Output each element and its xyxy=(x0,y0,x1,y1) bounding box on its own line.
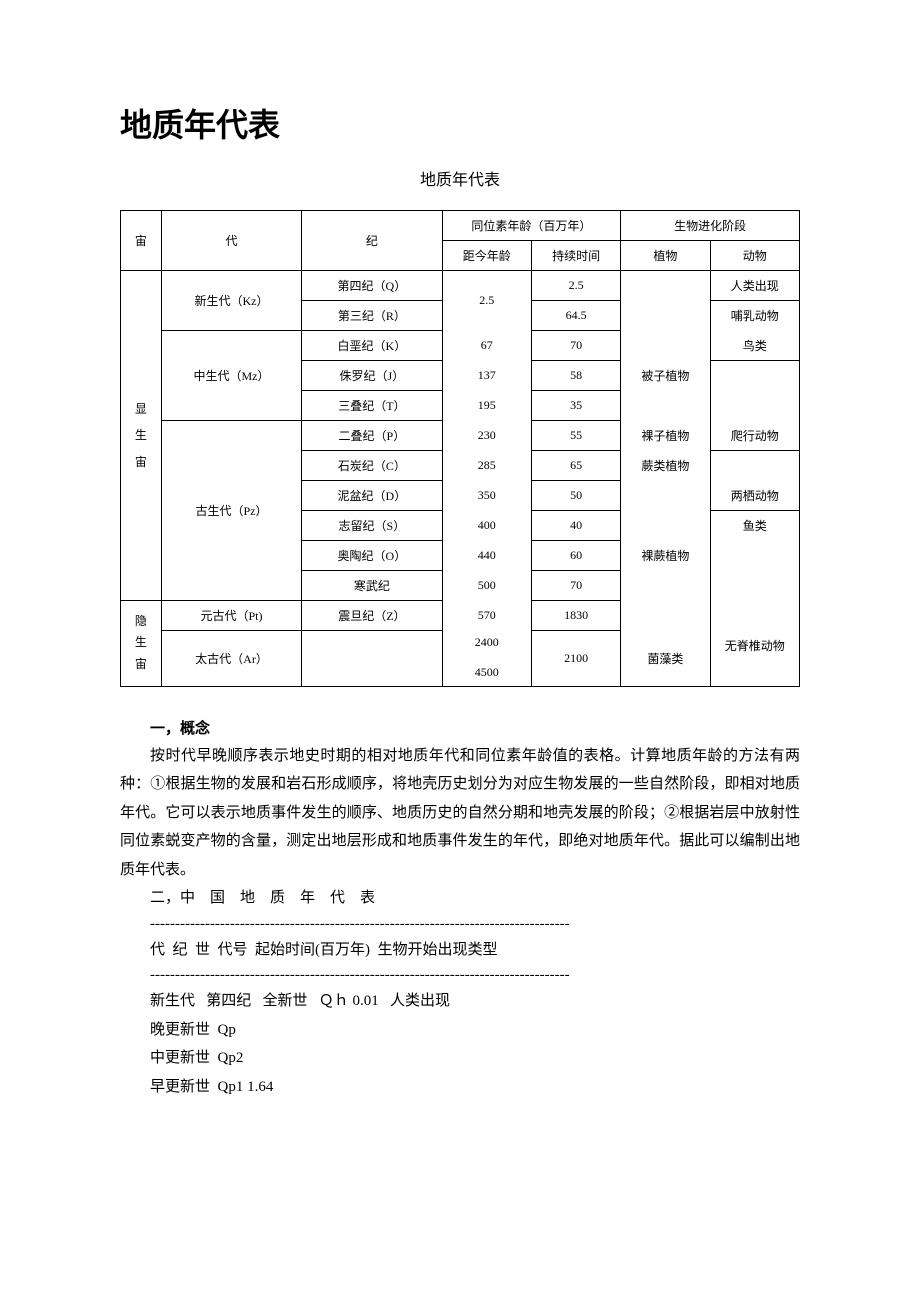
divider-line-2: ----------------------------------------… xyxy=(120,967,800,984)
table-row: 显生宙 新生代（Kz） 第四纪（Q） 2.5 2.5 人类出现 xyxy=(121,271,800,301)
column-header-line: 代 纪 世 代号 起始时间(百万年) 生物开始出现类型 xyxy=(120,936,800,965)
data-line-3: 中更新世 Qp2 xyxy=(120,1044,800,1073)
plant-angio: 被子植物 xyxy=(621,361,710,391)
plant-empty-4 xyxy=(621,511,710,541)
era-pt: 元古代（Pt) xyxy=(161,601,301,631)
plant-empty-top xyxy=(621,271,710,361)
data-line-2: 晚更新世 Qp xyxy=(120,1016,800,1045)
header-isotope: 同位素年龄（百万年） xyxy=(442,211,621,241)
era-ar: 太古代（Ar） xyxy=(161,631,301,687)
header-age: 距今年龄 xyxy=(442,241,531,271)
period-cam: 寒武纪 xyxy=(302,571,442,601)
header-period: 纪 xyxy=(302,211,442,271)
section-2-heading: 二，中 国 地 质 年 代 表 xyxy=(120,884,800,913)
data-line-1: 新生代 第四纪 全新世 Ｑｈ 0.01 人类出现 xyxy=(120,987,800,1016)
age-j: 195 xyxy=(442,391,531,421)
age-s: 440 xyxy=(442,541,531,571)
divider-line-1: ----------------------------------------… xyxy=(120,916,800,933)
plant-empty-6 xyxy=(621,601,710,631)
era-pz: 古生代（Pz） xyxy=(161,421,301,601)
animal-amphib: 两栖动物 xyxy=(710,481,799,511)
plant-algae: 菌藻类 xyxy=(621,631,710,687)
animal-empty-2 xyxy=(710,451,799,481)
age-z: 24004500 xyxy=(442,631,531,687)
animal-reptile: 爬行动物 xyxy=(710,421,799,451)
header-duration: 持续时间 xyxy=(531,241,620,271)
period-t: 三叠纪（T） xyxy=(302,391,442,421)
age-d: 400 xyxy=(442,511,531,541)
plant-empty-3 xyxy=(621,481,710,511)
table-header-row-1: 宙 代 纪 同位素年龄（百万年） 生物进化阶段 xyxy=(121,211,800,241)
dur-z: 1830 xyxy=(531,601,620,631)
table-caption: 地质年代表 xyxy=(120,166,800,190)
header-eon: 宙 xyxy=(121,211,162,271)
dur-t: 35 xyxy=(531,391,620,421)
dur-cam: 70 xyxy=(531,571,620,601)
dur-s: 40 xyxy=(531,511,620,541)
dur-q: 2.5 xyxy=(531,271,620,301)
animal-empty-1 xyxy=(710,361,799,421)
age-p: 285 xyxy=(442,451,531,481)
dur-c: 65 xyxy=(531,451,620,481)
header-era: 代 xyxy=(161,211,301,271)
era-mz: 中生代（Mz） xyxy=(161,331,301,421)
animal-invert: 无脊椎动物 xyxy=(710,631,799,687)
table-row: 太古代（Ar） 24004500 2100 菌藻类 无脊椎动物 xyxy=(121,631,800,687)
period-z: 震旦纪（Z） xyxy=(302,601,442,631)
table-row: 隐生宙 元古代（Pt) 震旦纪（Z） 570 1830 xyxy=(121,601,800,631)
dur-p: 55 xyxy=(531,421,620,451)
plant-gymno: 裸子植物 xyxy=(621,421,710,451)
era-kz: 新生代（Kz） xyxy=(161,271,301,331)
table-row: 古生代（Pz） 二叠纪（P） 230 55 裸子植物 爬行动物 xyxy=(121,421,800,451)
header-evolution: 生物进化阶段 xyxy=(621,211,800,241)
plant-empty-2 xyxy=(621,391,710,421)
dur-d: 50 xyxy=(531,481,620,511)
plant-fern: 蕨类植物 xyxy=(621,451,710,481)
period-d: 泥盆纪（D） xyxy=(302,481,442,511)
age-c: 350 xyxy=(442,481,531,511)
eon-phanerozoic: 显生宙 xyxy=(121,271,162,601)
period-empty xyxy=(302,631,442,687)
animal-bird: 鸟类 xyxy=(710,331,799,361)
period-r: 第三纪（R） xyxy=(302,301,442,331)
period-s: 志留纪（S） xyxy=(302,511,442,541)
dur-r: 64.5 xyxy=(531,301,620,331)
concept-paragraph: 按时代早晚顺序表示地史时期的相对地质年代和同位素年龄值的表格。计算地质年龄的方法… xyxy=(120,742,800,885)
eon-cryptozoic: 隐生宙 xyxy=(121,601,162,687)
period-c: 石炭纪（C） xyxy=(302,451,442,481)
section-1-heading: 一，概念 xyxy=(120,717,800,738)
period-p: 二叠纪（P） xyxy=(302,421,442,451)
age-k: 137 xyxy=(442,361,531,391)
document-page: 地质年代表 地质年代表 宙 代 纪 同位素年龄（百万年） 生物进化阶段 距今年龄… xyxy=(0,0,920,1161)
age-o: 500 xyxy=(442,571,531,601)
animal-fish: 鱼类 xyxy=(710,511,799,541)
animal-empty-4 xyxy=(710,571,799,631)
geologic-time-table: 宙 代 纪 同位素年龄（百万年） 生物进化阶段 距今年龄 持续时间 植物 动物 … xyxy=(120,210,800,687)
animal-mammal: 哺乳动物 xyxy=(710,301,799,331)
page-title: 地质年代表 xyxy=(120,100,800,146)
period-k: 白垩纪（K） xyxy=(302,331,442,361)
plant-empty-5 xyxy=(621,571,710,601)
age-cam: 570 xyxy=(442,601,531,631)
age-r: 67 xyxy=(442,331,531,361)
age-q: 2.5 xyxy=(442,271,531,331)
data-line-4: 早更新世 Qp1 1.64 xyxy=(120,1073,800,1102)
period-o: 奥陶纪（O） xyxy=(302,541,442,571)
dur-o: 60 xyxy=(531,541,620,571)
animal-empty-3 xyxy=(710,541,799,571)
header-plant: 植物 xyxy=(621,241,710,271)
dur-j: 58 xyxy=(531,361,620,391)
dur-ar: 2100 xyxy=(531,631,620,687)
period-q: 第四纪（Q） xyxy=(302,271,442,301)
plant-psilo: 裸蕨植物 xyxy=(621,541,710,571)
age-t: 230 xyxy=(442,421,531,451)
animal-human: 人类出现 xyxy=(710,271,799,301)
period-j: 侏罗纪（J） xyxy=(302,361,442,391)
header-animal: 动物 xyxy=(710,241,799,271)
dur-k: 70 xyxy=(531,331,620,361)
